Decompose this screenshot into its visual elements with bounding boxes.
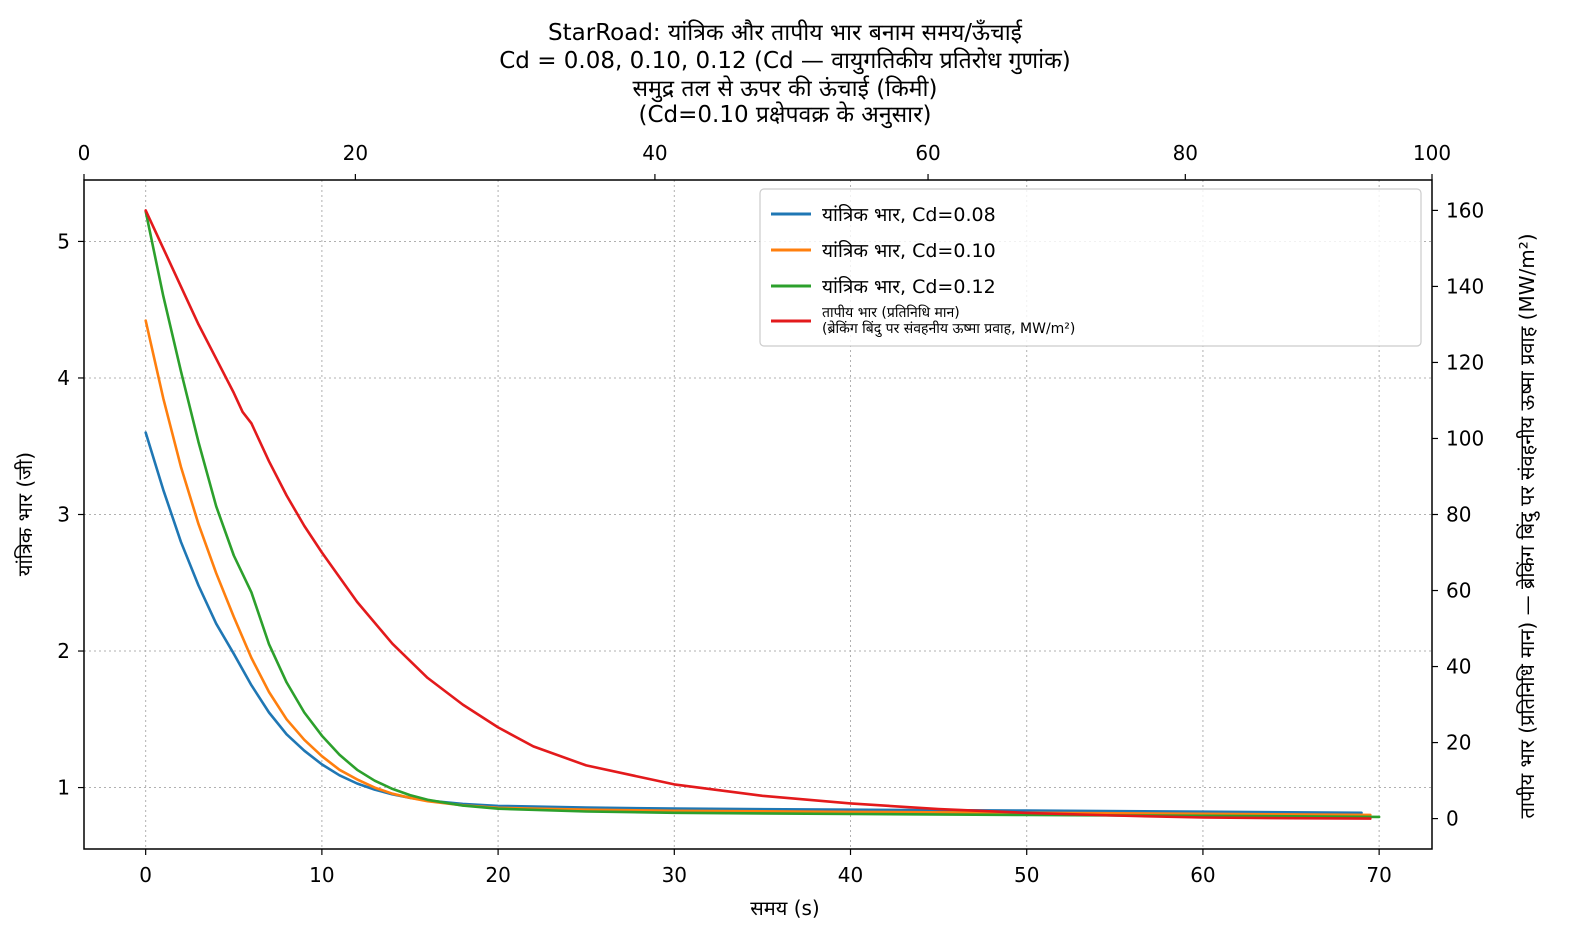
legend-label-3-line-0: तापीय भार (प्रतिनिधि मान): [822, 304, 960, 321]
series-line-3: [144, 209, 1372, 820]
y2-tick-label-7: 140: [1446, 274, 1484, 298]
y-tick-label-0: 1: [57, 776, 70, 800]
y-tick-label-1: 2: [57, 639, 70, 663]
x-tick-label-6: 60: [1190, 863, 1215, 887]
y2-tick-label-3: 60: [1446, 579, 1471, 603]
title-line-1: StarRoad: यांत्रिक और तापीय भार बनाम समय…: [548, 19, 1023, 46]
legend-label-2: यांत्रिक भार, Cd=0.12: [822, 275, 996, 298]
series-line-2: [144, 210, 1381, 819]
legend: यांत्रिक भार, Cd=0.08 यांत्रिक भार, Cd=0.…: [759, 188, 1422, 347]
top-tick-label-5: 100: [1413, 141, 1451, 165]
y2-tick-label-1: 20: [1446, 731, 1471, 755]
x-tick-label-1: 10: [309, 863, 334, 887]
series-line-1: [144, 319, 1372, 817]
legend-label-3-line-1: (ब्रेकिंग बिंदु पर संवहनीय ऊष्मा प्रवाह,…: [822, 320, 1075, 338]
plot-series: [144, 209, 1381, 820]
legend-box: [759, 188, 1422, 347]
top-tick-label-1: 20: [343, 141, 368, 165]
y2-tick-label-2: 40: [1446, 655, 1471, 679]
y-tick-label-2: 3: [57, 503, 70, 527]
title-line-2: Cd = 0.08, 0.10, 0.12 (Cd — वायुगतिकीय प…: [499, 47, 1071, 75]
top-tick-label-0: 0: [78, 141, 91, 165]
x-tick-label-3: 30: [662, 863, 687, 887]
top-tick-label-4: 80: [1173, 141, 1198, 165]
title-line-4: (Cd=0.10 प्रक्षेपवक्र के अनुसार): [638, 101, 931, 129]
x-tick-label-2: 20: [485, 863, 510, 887]
legend-label-1: यांत्रिक भार, Cd=0.10: [822, 239, 996, 262]
y-tick-label-3: 4: [57, 366, 70, 390]
y2-tick-label-5: 100: [1446, 426, 1484, 450]
x-axis-label: समय (s): [750, 896, 819, 920]
y2-axis-label: तापीय भार (प्रतिनिधि मान) — ब्रेकिंग बिं…: [1515, 233, 1540, 818]
legend-label-0: यांत्रिक भार, Cd=0.08: [822, 203, 996, 226]
top-tick-label-2: 40: [642, 141, 667, 165]
x-tick-label-7: 70: [1366, 863, 1391, 887]
axis-ticks: 0 10 20 30 40 50 60 701234502040608010012014016…: [57, 141, 1484, 887]
y2-tick-label-4: 80: [1446, 503, 1471, 527]
top-tick-label-3: 60: [915, 141, 940, 165]
y2-tick-label-8: 160: [1446, 198, 1484, 222]
y2-tick-label-6: 120: [1446, 350, 1484, 374]
title-line-3: समुद्र तल से ऊपर की ऊंचाई (किमी): [633, 75, 938, 103]
x-tick-label-4: 40: [838, 863, 863, 887]
series-line-0: [144, 431, 1363, 815]
chart-title: StarRoad: यांत्रिक और तापीय भार बनाम समय…: [499, 19, 1071, 129]
y2-tick-label-0: 0: [1446, 807, 1459, 831]
x-tick-label-0: 0: [139, 863, 152, 887]
x-tick-label-5: 50: [1014, 863, 1039, 887]
y-axis-label: यांत्रिक भार (जी): [13, 452, 37, 576]
y-tick-label-4: 5: [57, 229, 70, 253]
